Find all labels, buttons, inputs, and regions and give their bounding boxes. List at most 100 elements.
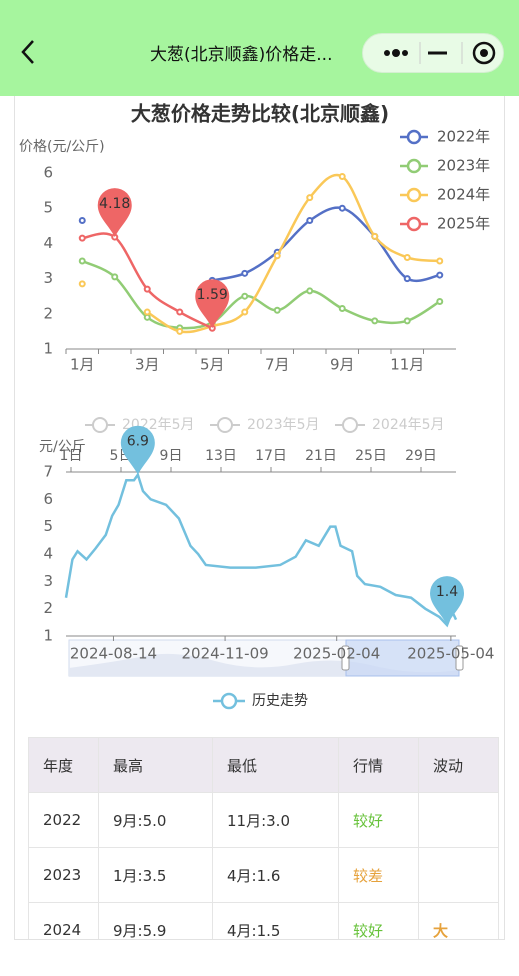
capsule-icons bbox=[384, 41, 496, 65]
series-point bbox=[78, 234, 86, 242]
y-tick-label: 1 bbox=[43, 627, 53, 645]
y-tick-label: 7 bbox=[43, 463, 53, 481]
charts: 大葱价格走势比较(北京顺鑫) 价格(元/公斤) 1 2 3 4 5 6 1月 3月 5月 7月 9月 1 1… bbox=[19, 102, 494, 710]
capsule[interactable] bbox=[362, 33, 504, 73]
series-line bbox=[64, 471, 458, 628]
series-point bbox=[78, 257, 86, 265]
legend-marker bbox=[220, 692, 238, 710]
legend-marker bbox=[406, 216, 422, 232]
y-tick-label: 5 bbox=[43, 517, 53, 535]
table-row: 2024 9月:5.9 4月:1.5 较好大 bbox=[28, 902, 499, 939]
table-cell: 2024 bbox=[28, 902, 99, 939]
zoom-window[interactable] bbox=[345, 639, 460, 677]
y-tick-label: 5 bbox=[43, 199, 53, 217]
zoom-handle[interactable] bbox=[455, 645, 464, 671]
legend-label: 2025年 bbox=[437, 215, 490, 233]
nav-bar: 大葱(北京顺鑫)价格走... bbox=[0, 0, 519, 96]
series-point bbox=[306, 217, 314, 225]
x-tick-label: 2025-02-04 bbox=[293, 645, 380, 663]
series-point bbox=[143, 285, 151, 293]
header-cell: 行情 bbox=[338, 737, 419, 793]
series-point bbox=[176, 308, 184, 316]
series-point bbox=[306, 194, 314, 202]
mark-pin bbox=[120, 425, 155, 475]
x-tick-label: 2024-11-09 bbox=[181, 645, 268, 663]
series-point bbox=[403, 317, 411, 325]
series-point bbox=[403, 253, 411, 261]
legend-marker bbox=[406, 187, 422, 203]
table-header-row: 年度 最高 最低 行情 波动 bbox=[28, 737, 499, 793]
nav-title: 大葱(北京顺鑫)价格走... bbox=[150, 45, 333, 65]
series-point bbox=[241, 269, 249, 277]
top-tick-label: 29日 bbox=[405, 448, 437, 464]
table-row: 2022 9月:5.0 11月:3.0 较好 bbox=[28, 792, 499, 848]
series-point bbox=[143, 308, 151, 316]
y-tick-label: 4 bbox=[43, 545, 53, 563]
series-line bbox=[146, 173, 440, 334]
series-point bbox=[176, 327, 184, 335]
table-cell: 2023 bbox=[28, 847, 99, 903]
x-tick-label: 3月 bbox=[135, 356, 160, 374]
legend-label: 2023年 bbox=[437, 157, 490, 175]
series-point bbox=[306, 287, 314, 295]
x-tick-label: 7月 bbox=[265, 356, 290, 374]
table-row: 2023 1月:3.5 4月:1.6 较差 bbox=[28, 847, 499, 903]
y-tick-label: 2 bbox=[43, 304, 53, 322]
series-point bbox=[436, 257, 444, 265]
table-cell: 1月:3.5 bbox=[98, 847, 213, 903]
chart-title: 大葱价格走势比较(北京顺鑫) bbox=[131, 102, 389, 126]
zoom-handle[interactable] bbox=[341, 645, 350, 671]
mark-pin bbox=[430, 576, 465, 626]
table-cell: 2022 bbox=[28, 792, 99, 848]
table-cell bbox=[418, 847, 499, 903]
series-point bbox=[273, 252, 281, 260]
back-button[interactable] bbox=[18, 38, 38, 66]
series-point bbox=[371, 317, 379, 325]
table-cell: 9月:5.9 bbox=[98, 902, 213, 939]
header-cell: 波动 bbox=[418, 737, 499, 793]
series-point bbox=[371, 232, 379, 240]
top-tick-label: 21日 bbox=[305, 448, 337, 464]
series-point bbox=[338, 305, 346, 313]
y-tick-label: 3 bbox=[43, 269, 53, 287]
series-point bbox=[111, 273, 119, 281]
mark-pin bbox=[195, 279, 230, 329]
series-point bbox=[403, 275, 411, 283]
series-point bbox=[338, 173, 346, 181]
x-tick-label: 1月 bbox=[70, 356, 95, 374]
mark-pin-label: 4.18 bbox=[99, 196, 130, 212]
table-cell bbox=[418, 792, 499, 848]
y-axis-label: 价格(元/公斤) bbox=[19, 139, 105, 155]
top-tick-label: 13日 bbox=[205, 448, 237, 464]
series-point bbox=[78, 217, 86, 225]
x-tick-label: 9月 bbox=[330, 356, 355, 374]
header-cell: 年度 bbox=[28, 737, 99, 793]
table-cell: 9月:5.0 bbox=[98, 792, 213, 848]
legend-label: 2024年 bbox=[437, 186, 490, 204]
series-line bbox=[211, 206, 441, 283]
legend-label: 2023年5月 bbox=[247, 417, 320, 433]
top-tick-label: 1日 bbox=[60, 448, 83, 464]
series-point bbox=[78, 280, 86, 288]
y-tick-label: 3 bbox=[43, 572, 53, 590]
summary-table: 年度 最高 最低 行情 波动 2022 9月:5.0 11月:3.0 较好 2023 1月:3.5 4… bbox=[28, 737, 499, 939]
mark-pin-label: 1.4 bbox=[436, 584, 458, 600]
mark-pin-label: 6.9 bbox=[127, 434, 149, 450]
y-tick-label: 1 bbox=[43, 340, 53, 358]
legend-marker bbox=[217, 417, 233, 433]
mark-pin bbox=[97, 188, 132, 238]
y-tick-label: 6 bbox=[43, 490, 53, 508]
series-point bbox=[241, 308, 249, 316]
series-point bbox=[436, 297, 444, 305]
y-tick-label: 2 bbox=[43, 599, 53, 617]
series-point bbox=[273, 306, 281, 314]
x-tick-label: 2024-08-14 bbox=[70, 645, 157, 663]
top-tick-label: 9日 bbox=[160, 448, 183, 464]
table-cell: 较好 bbox=[338, 792, 419, 848]
x-tick-label: 5月 bbox=[200, 356, 225, 374]
x-tick-label: 2025-05-04 bbox=[407, 645, 494, 663]
series-point bbox=[241, 292, 249, 300]
series-point bbox=[436, 271, 444, 279]
content: 大葱价格走势比较(北京顺鑫) 价格(元/公斤) 1 2 3 4 5 6 1月 3月 5月 7月 9月 1 1… bbox=[14, 96, 505, 940]
